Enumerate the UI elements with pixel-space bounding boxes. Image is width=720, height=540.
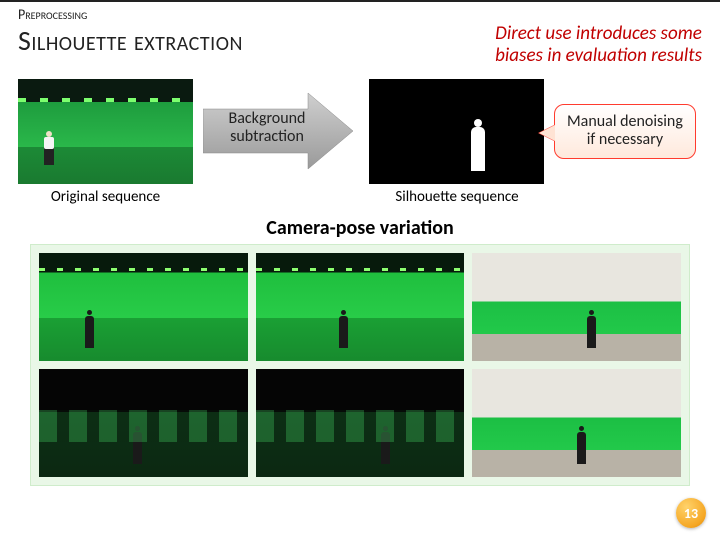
person-icon bbox=[587, 316, 596, 348]
camera-cell bbox=[39, 369, 248, 477]
arrow-label-line1: Background bbox=[229, 109, 306, 128]
camera-cell bbox=[472, 369, 681, 477]
header-note: Direct use introduces some biases in eva… bbox=[495, 23, 702, 67]
process-row: Background subtraction Manual denoising … bbox=[0, 79, 720, 184]
subsection-title: Camera-pose variation bbox=[0, 216, 720, 240]
header-note-line2: biases in evaluation results bbox=[495, 44, 702, 67]
scene-image bbox=[256, 369, 465, 477]
original-image bbox=[18, 79, 193, 184]
callout-line1: Manual denoising bbox=[567, 112, 683, 131]
person-icon bbox=[133, 432, 142, 464]
person-icon bbox=[339, 316, 348, 348]
person-icon bbox=[85, 316, 94, 348]
person-icon bbox=[381, 432, 390, 464]
person-icon bbox=[577, 432, 586, 464]
camera-cell bbox=[39, 253, 248, 361]
silhouette-icon bbox=[471, 127, 485, 171]
scene-image bbox=[256, 253, 465, 361]
camera-grid bbox=[39, 253, 681, 477]
section-label: Preprocessing bbox=[0, 2, 720, 23]
callout-denoising: Manual denoising if necessary bbox=[554, 104, 696, 159]
callout-line2: if necessary bbox=[587, 130, 663, 149]
arrow-icon: Background subtraction bbox=[203, 86, 353, 176]
scene-image bbox=[39, 253, 248, 361]
caption-silhouette: Silhouette sequence bbox=[352, 188, 562, 206]
camera-grid-wrap bbox=[30, 244, 690, 486]
page-number-badge: 13 bbox=[676, 498, 706, 528]
header-row: Silhouette extraction Direct use introdu… bbox=[0, 23, 720, 75]
header-note-line1: Direct use introduces some bbox=[495, 22, 702, 45]
silhouette-image bbox=[369, 79, 544, 184]
scene-image bbox=[472, 253, 681, 361]
page-title: Silhouette extraction bbox=[18, 23, 243, 58]
scene-image bbox=[39, 369, 248, 477]
captions-row: Original sequence Silhouette sequence bbox=[0, 184, 720, 206]
camera-cell bbox=[256, 369, 465, 477]
caption-original: Original sequence bbox=[18, 188, 193, 206]
arrow-label: Background subtraction bbox=[217, 110, 317, 145]
arrow-label-line2: subtraction bbox=[230, 127, 304, 146]
scene-image bbox=[472, 369, 681, 477]
camera-cell bbox=[256, 253, 465, 361]
person-icon bbox=[44, 137, 54, 165]
camera-cell bbox=[472, 253, 681, 361]
